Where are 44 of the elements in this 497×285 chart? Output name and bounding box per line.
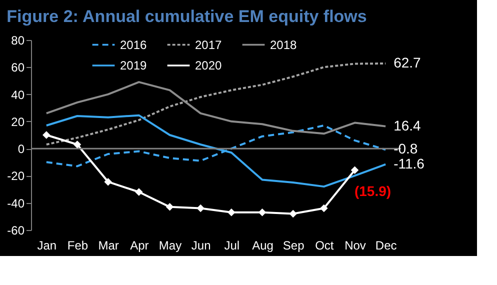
annotation: -11.6: [394, 155, 425, 172]
x-tick-label: Jul: [224, 238, 240, 252]
point: [196, 204, 204, 212]
legend-label: 2019: [120, 58, 148, 72]
y-tick-label: 0: [18, 142, 25, 156]
annotation: 16.4: [394, 117, 422, 134]
x-tick-label: Mar: [98, 238, 119, 252]
point: [42, 131, 50, 139]
point: [135, 188, 143, 196]
x-tick-label: Feb: [67, 238, 88, 252]
annotation: -0.8: [394, 140, 418, 157]
line-series: [45, 81, 387, 135]
x-tick-label: Dec: [375, 238, 397, 252]
x-tick-label: Oct: [315, 238, 334, 252]
point: [289, 210, 297, 218]
legend-label: 2016: [120, 38, 148, 52]
y-tick-label: -20: [7, 169, 25, 184]
line-series: [45, 62, 387, 146]
x-tick-label: Apr: [130, 238, 149, 252]
y-tick-label: 20: [11, 114, 25, 129]
chart-title: Figure 2: Annual cumulative EM equity flows: [6, 7, 367, 26]
y-tick-label: 60: [11, 60, 25, 75]
x-tick-label: Jan: [37, 238, 57, 252]
point: [73, 140, 82, 148]
point: [320, 204, 328, 212]
annotation: 62.7: [394, 54, 422, 70]
point: [228, 208, 236, 216]
legend-label: 2020: [195, 58, 222, 72]
y-tick-label: -60: [7, 224, 25, 238]
point: [258, 208, 266, 216]
legend-label: 2018: [270, 38, 298, 52]
point: [350, 166, 359, 174]
x-tick-label: Sep: [282, 238, 305, 252]
x-tick-label: Nov: [344, 238, 366, 252]
annotation: (15.9): [354, 183, 392, 200]
point: [104, 178, 112, 186]
y-tick-label: 40: [11, 88, 25, 102]
legend-label: 2017: [195, 38, 222, 52]
x-tick-label: May: [158, 238, 182, 252]
y-tick-label: 80: [11, 34, 25, 48]
y-tick-label: -40: [7, 196, 25, 210]
x-tick-label: Aug: [252, 238, 274, 252]
point: [166, 203, 174, 211]
x-tick-label: Jun: [191, 238, 211, 252]
